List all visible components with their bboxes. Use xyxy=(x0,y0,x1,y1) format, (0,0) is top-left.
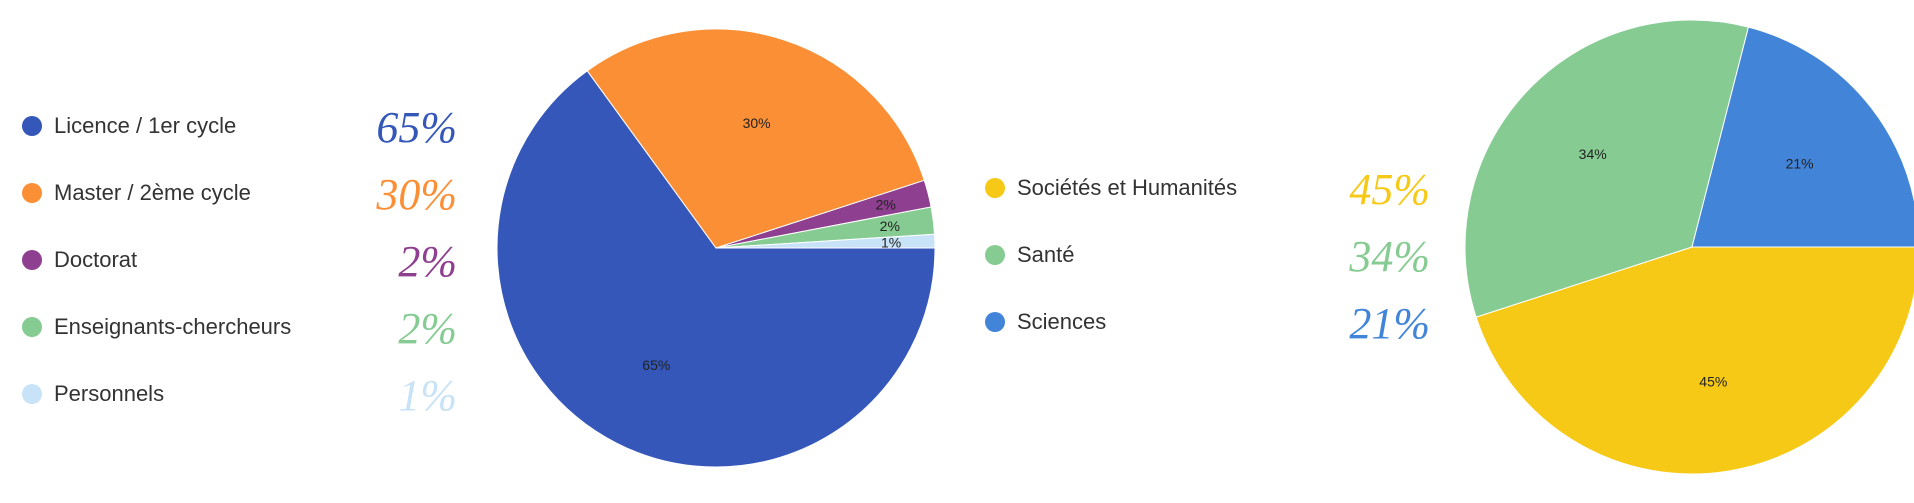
legend-swatch xyxy=(22,116,42,136)
slice-label: 45% xyxy=(1699,374,1727,390)
pie-slice-sciences xyxy=(1691,26,1914,248)
pie-slice-societes-et-humanites xyxy=(1475,246,1914,475)
pie-chart-domain: 45% 34% 21% xyxy=(1464,19,1914,475)
legend-swatch xyxy=(22,250,42,270)
legend-percentage: 1% xyxy=(398,371,457,420)
legend-percentage: 30% xyxy=(376,170,457,219)
pie-slice-sante xyxy=(1464,19,1750,318)
slice-label: 2% xyxy=(880,218,900,234)
legend-label: Master / 2ème cycle xyxy=(54,180,251,205)
legend-percentage: 2% xyxy=(398,237,457,286)
legend-swatch xyxy=(985,312,1005,332)
legend-label: Santé xyxy=(1017,242,1075,267)
pie-slice-licence-1er-cycle xyxy=(496,70,936,468)
legend-label: Doctorat xyxy=(54,247,138,272)
pie-slice-personnels xyxy=(715,233,936,249)
legend-percentage: 2% xyxy=(398,304,457,353)
legend-label: Licence / 1er cycle xyxy=(54,113,237,138)
slice-label: 1% xyxy=(881,235,901,251)
legend-label: Personnels xyxy=(54,381,165,406)
legend-label: Enseignants-chercheurs xyxy=(54,314,292,339)
legend-percentage: 21% xyxy=(1349,299,1430,348)
legend-percentage: 65% xyxy=(376,103,457,152)
legend-label: Sciences xyxy=(1017,309,1107,334)
legend-percentage: 45% xyxy=(1349,165,1430,214)
pie-chart-level: 65%30%2%2%1% xyxy=(496,28,936,468)
legend-label: Sociétés et Humanités xyxy=(1017,175,1238,200)
slice-label: 21% xyxy=(1786,156,1814,172)
legend-percentage: 34% xyxy=(1349,232,1430,281)
slice-label: 30% xyxy=(743,115,771,131)
slice-label: 2% xyxy=(876,196,896,212)
legend-swatch xyxy=(985,178,1005,198)
legend-swatch xyxy=(22,317,42,337)
pie-slice-master-2eme-cycle xyxy=(586,28,925,249)
legend-swatch xyxy=(22,183,42,203)
slice-label: 65% xyxy=(642,357,670,373)
legend-swatch xyxy=(22,384,42,404)
legend-swatch xyxy=(985,245,1005,265)
slice-label: 34% xyxy=(1579,146,1607,162)
